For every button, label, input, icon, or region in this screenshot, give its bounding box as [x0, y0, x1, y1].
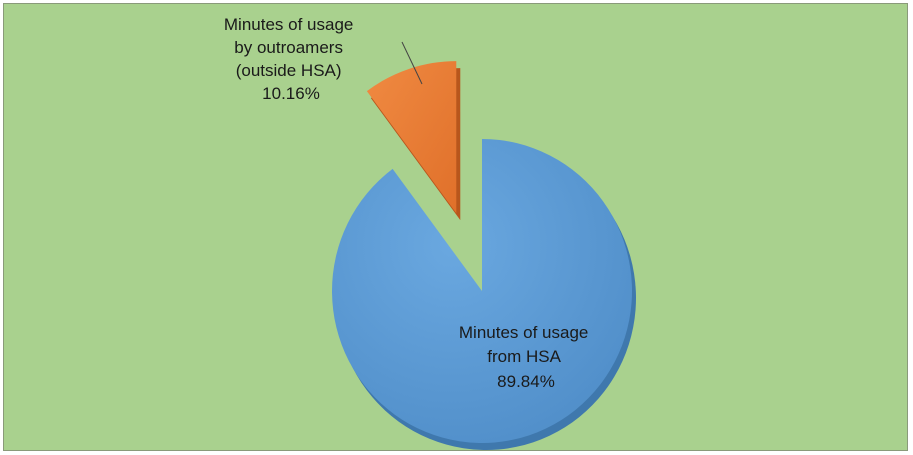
- label-outroamers: Minutes of usage by outroamers (outside …: [224, 15, 358, 103]
- label-hsa-line-1: Minutes of usage: [459, 323, 588, 342]
- chart-frame: Minutes of usage by outroamers (outside …: [3, 3, 908, 451]
- label-outroamers-line-3: (outside HSA): [236, 61, 342, 80]
- label-outroamers-percent: 10.16%: [262, 84, 320, 103]
- label-hsa-percent: 89.84%: [497, 372, 555, 391]
- slice-hsa: [332, 139, 632, 443]
- pie-chart: Minutes of usage by outroamers (outside …: [4, 4, 907, 450]
- slice-outroamers: [366, 61, 457, 214]
- label-outroamers-line-1: Minutes of usage: [224, 15, 353, 34]
- leader-line: [401, 41, 423, 85]
- label-hsa: Minutes of usage from HSA 89.84%: [459, 323, 593, 391]
- label-hsa-line-2: from HSA: [487, 347, 561, 366]
- label-outroamers-line-2: by outroamers: [234, 38, 343, 57]
